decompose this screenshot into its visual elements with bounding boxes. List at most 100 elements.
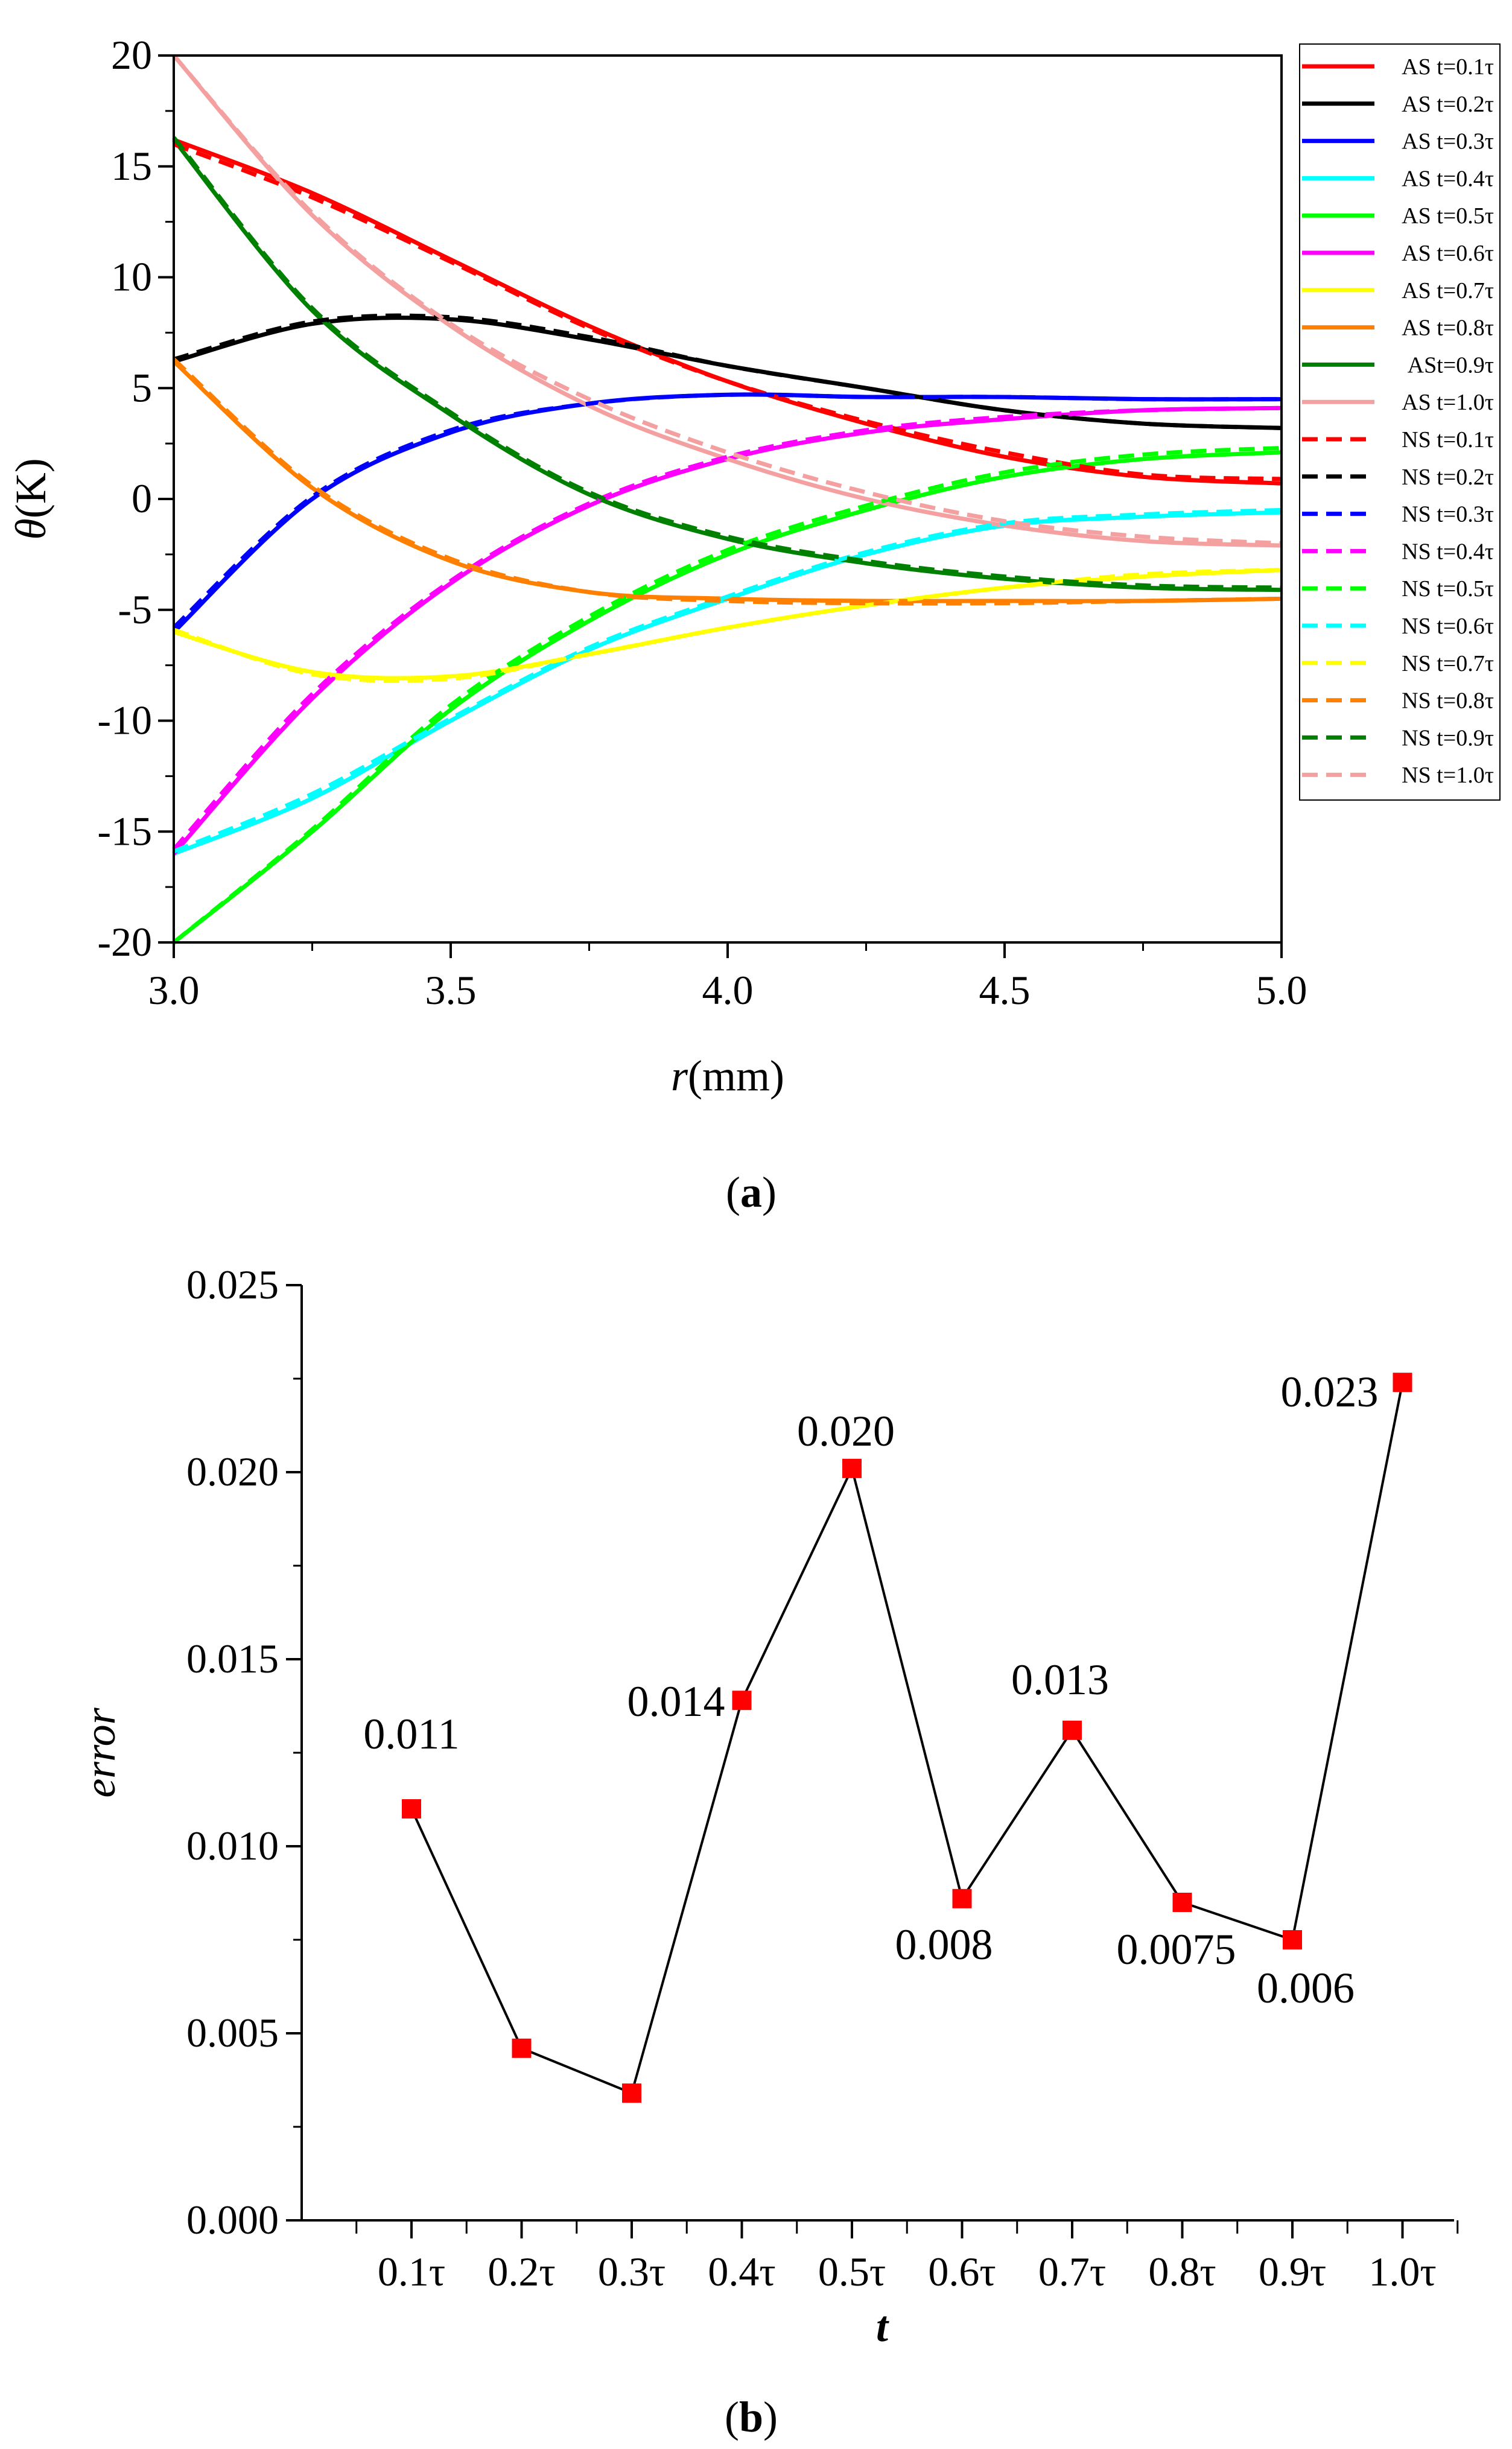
panel-b-data-label: 0.013 bbox=[1011, 1656, 1109, 1704]
panel-a-legend-label: NS t=0.5τ bbox=[1402, 576, 1494, 602]
panel-b-data-label: 0.008 bbox=[895, 1920, 993, 1969]
panel-a-y-tick-label: 5 bbox=[132, 364, 152, 410]
panel-a-legend-label: AS t=0.6τ bbox=[1402, 241, 1494, 266]
panel-a-curves bbox=[172, 54, 1282, 944]
panel-b-data-labels: 0.011 0.014 0.020 0.008 0.013 0.0075 0.006 0.02… bbox=[363, 1368, 1378, 2012]
panel-b-points bbox=[402, 1373, 1412, 2103]
panel-a-series-line-18 bbox=[172, 357, 1282, 606]
panel-a-legend-label: AS t=0.2τ bbox=[1402, 92, 1494, 117]
panel-a-series-line-16 bbox=[173, 507, 1282, 854]
panel-a-legend-label: AS t=0.5τ bbox=[1402, 203, 1494, 229]
panel-a-legend: AS t=0.1τ AS t=0.2τ AS t=0.3τ AS t=0.4τ AS t… bbox=[1299, 43, 1501, 801]
panel-a-x-axis: 3.0 3.5 4.0 4.5 5.0 bbox=[148, 942, 1307, 1013]
panel-b-x-tick-label: 0.6τ bbox=[928, 2249, 996, 2295]
panel-b-data-point bbox=[952, 1888, 972, 1908]
panel-a-legend-label: AS t=0.4τ bbox=[1402, 166, 1494, 191]
panel-b-y-tick-label: 0.005 bbox=[186, 2010, 279, 2056]
panel-b-x-axis-title: t bbox=[876, 2302, 889, 2351]
panel-a-series-line-17 bbox=[173, 568, 1282, 683]
panel-a-y-tick-label: -10 bbox=[97, 697, 152, 743]
panel-b-data-point bbox=[512, 2038, 532, 2058]
panel-a-x-axis-unit: (mm) bbox=[688, 1052, 784, 1100]
panel-a-series-line-1 bbox=[173, 138, 1282, 486]
panel-b-x-tick-label: 0.5τ bbox=[818, 2249, 886, 2295]
panel-a-caption-letter: a bbox=[740, 1168, 762, 1216]
panel-a-legend-label: AS t=0.7τ bbox=[1402, 278, 1494, 303]
panel-a-series-line-13 bbox=[172, 392, 1282, 629]
panel-b-caption-letter: b bbox=[739, 2393, 763, 2441]
panel-b-x-tick-label: 0.1τ bbox=[378, 2249, 445, 2295]
panel-a-series-line-19 bbox=[172, 136, 1282, 590]
panel-b-data-label: 0.023 bbox=[1281, 1368, 1379, 1416]
panel-b-x-tick-label: 0.2τ bbox=[488, 2249, 555, 2295]
panel-a-legend-label: AS t=1.0τ bbox=[1402, 390, 1494, 415]
panel-a-legend-label: ASt=0.9τ bbox=[1408, 352, 1494, 378]
panel-a-y-axis: -20 -15 -10 -5 0 5 10 15 20 bbox=[97, 32, 174, 965]
panel-b-y-tick-label: 0.000 bbox=[186, 2197, 279, 2243]
panel-a-x-tick-label: 4.5 bbox=[979, 967, 1031, 1013]
panel-a-series-line-11 bbox=[173, 142, 1282, 481]
panel-a-legend-label: NS t=0.9τ bbox=[1402, 725, 1494, 751]
panel-a-y-tick-label: 0 bbox=[132, 475, 152, 521]
panel-a-y-tick-label: 20 bbox=[111, 32, 152, 78]
panel-b-data-label: 0.006 bbox=[1257, 1964, 1355, 2012]
panel-b-x-tick-label: 0.9τ bbox=[1259, 2249, 1326, 2295]
panel-a-x-tick-label: 3.0 bbox=[148, 967, 200, 1013]
panel-b-y-axis-title: error bbox=[76, 1707, 124, 1797]
panel-b-y-tick-label: 0.015 bbox=[186, 1636, 279, 1682]
panel-b-data-label: 0.014 bbox=[627, 1677, 725, 1726]
panel-a-chart: -20 -15 -10 -5 0 5 10 15 20 3.0 3.5 4.0 4.5 5.0 θ(K)… bbox=[7, 32, 1501, 1216]
panel-b-data-point bbox=[1172, 1893, 1192, 1912]
panel-a-x-axis-symbol: r bbox=[671, 1052, 688, 1100]
panel-a-y-tick-label: 10 bbox=[111, 254, 152, 300]
panel-b-y-tick-label: 0.020 bbox=[186, 1449, 279, 1494]
panel-b-data-point bbox=[1283, 1930, 1302, 1949]
panel-b-data-label: 0.011 bbox=[363, 1710, 459, 1758]
panel-a-legend-label: NS t=0.4τ bbox=[1402, 539, 1494, 564]
panel-b-y-tick-label: 0.025 bbox=[186, 1262, 279, 1307]
panel-b-x-axis: 0.1τ 0.2τ 0.3τ 0.4τ 0.5τ 0.6τ 0.7τ 0.8τ 0.9τ 1.0τ bbox=[355, 2220, 1459, 2295]
panel-a-legend-label: NS t=0.8τ bbox=[1402, 688, 1494, 714]
panel-a-legend-label: NS t=0.7τ bbox=[1402, 651, 1494, 676]
panel-b-y-axis: 0.000 0.005 0.010 0.015 0.020 0.025 bbox=[186, 1262, 302, 2243]
panel-b-data-label: 0.020 bbox=[797, 1407, 895, 1455]
panel-b-x-tick-label: 0.3τ bbox=[598, 2249, 665, 2295]
panel-a-series-line-15 bbox=[172, 446, 1282, 944]
panel-a-legend-label: NS t=1.0τ bbox=[1402, 763, 1494, 788]
panel-b-x-tick-label: 0.7τ bbox=[1038, 2249, 1106, 2295]
panel-b-caption: (b) bbox=[725, 2393, 778, 2441]
panel-a-series-line-12 bbox=[173, 313, 1282, 430]
panel-a-x-tick-label: 3.5 bbox=[425, 967, 477, 1013]
panel-a-y-axis-symbol: θ bbox=[7, 518, 55, 539]
panel-b-data-point bbox=[842, 1458, 862, 1478]
panel-a-caption: (a) bbox=[726, 1168, 777, 1216]
panel-a-x-axis-title: r(mm) bbox=[671, 1052, 784, 1100]
panel-b-x-tick-label: 0.4τ bbox=[708, 2249, 775, 2295]
panel-a-y-axis-title: θ(K) bbox=[7, 458, 55, 539]
panel-a-legend-box bbox=[1299, 43, 1501, 801]
panel-b-x-tick-label: 1.0τ bbox=[1368, 2249, 1436, 2295]
panel-a-legend-label: NS t=0.2τ bbox=[1402, 465, 1494, 490]
panel-a-y-tick-label: -15 bbox=[97, 808, 152, 854]
panel-a-y-axis-unit: (K) bbox=[7, 458, 55, 518]
panel-a-x-tick-label: 5.0 bbox=[1256, 967, 1307, 1013]
panel-a-y-tick-label: 15 bbox=[111, 143, 152, 189]
panel-b-data-point bbox=[732, 1691, 752, 1710]
panel-b-y-tick-label: 0.010 bbox=[186, 1823, 279, 1869]
panel-b-x-tick-label: 0.8τ bbox=[1148, 2249, 1216, 2295]
panel-a-legend-label: NS t=0.6τ bbox=[1402, 614, 1494, 639]
panel-b-data-point bbox=[402, 1799, 421, 1818]
panel-b-error-line bbox=[410, 1382, 1404, 2095]
panel-a-legend-label: NS t=0.1τ bbox=[1402, 427, 1494, 453]
panel-b-data-point bbox=[1393, 1373, 1412, 1393]
panel-b-data-point bbox=[622, 2083, 641, 2103]
panel-a-legend-label: AS t=0.8τ bbox=[1402, 316, 1494, 341]
panel-b-data-point bbox=[1063, 1720, 1082, 1740]
panel-a-series-line-5 bbox=[172, 450, 1282, 944]
panel-a-x-tick-label: 4.0 bbox=[702, 967, 754, 1013]
panel-a-series-line-20 bbox=[172, 54, 1282, 545]
panel-a-y-tick-label: -20 bbox=[97, 919, 152, 965]
